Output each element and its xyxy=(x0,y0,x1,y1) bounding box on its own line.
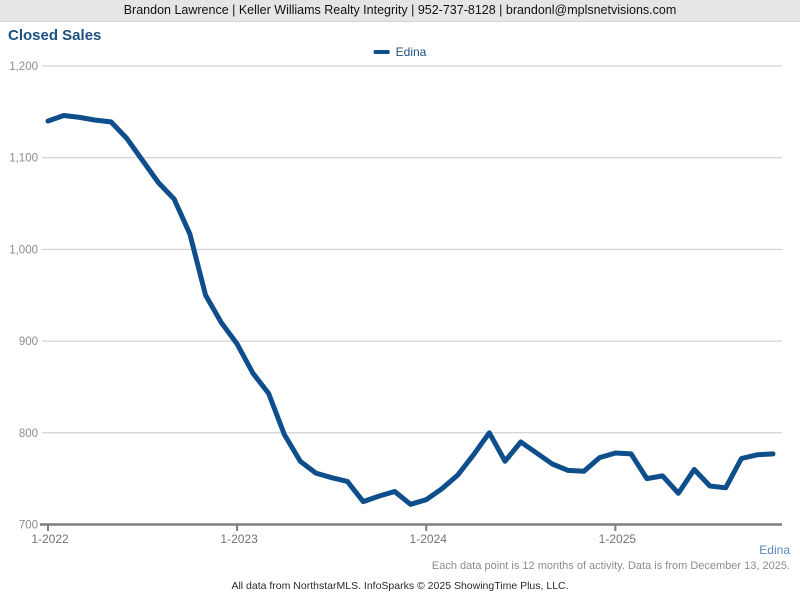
x-axis-tick-label: 1-2025 xyxy=(599,532,637,546)
edina-series-line xyxy=(45,113,776,507)
x-axis-tick-label: 1-2023 xyxy=(220,532,258,546)
y-axis-tick-label: 800 xyxy=(19,428,38,440)
y-axis-tick-label: 900 xyxy=(19,336,38,348)
footer-attribution: All data from NorthstarMLS. InfoSparks ©… xyxy=(231,580,569,592)
agent-contact-header: Brandon Lawrence | Keller Williams Realt… xyxy=(0,0,800,22)
x-axis-tick-label: 1-2024 xyxy=(410,532,448,546)
footer-series-label: Edina xyxy=(759,543,790,557)
legend-line-swatch xyxy=(373,50,390,54)
y-axis-tick-label: 1,100 xyxy=(9,153,38,165)
agent-contact-text: Brandon Lawrence | Keller Williams Realt… xyxy=(123,3,677,17)
y-axis-tick-label: 1,200 xyxy=(9,61,38,73)
chart-legend: Edina xyxy=(373,45,427,59)
y-axis-tick-label: 1,000 xyxy=(9,244,38,256)
footer-data-note: Each data point is 12 months of activity… xyxy=(431,560,790,572)
x-axis-tick-label: 1-2022 xyxy=(31,532,69,546)
page-title: Closed Sales xyxy=(8,27,102,44)
y-axis-tick-label: 700 xyxy=(19,520,38,532)
legend-series-label: Edina xyxy=(395,45,427,59)
